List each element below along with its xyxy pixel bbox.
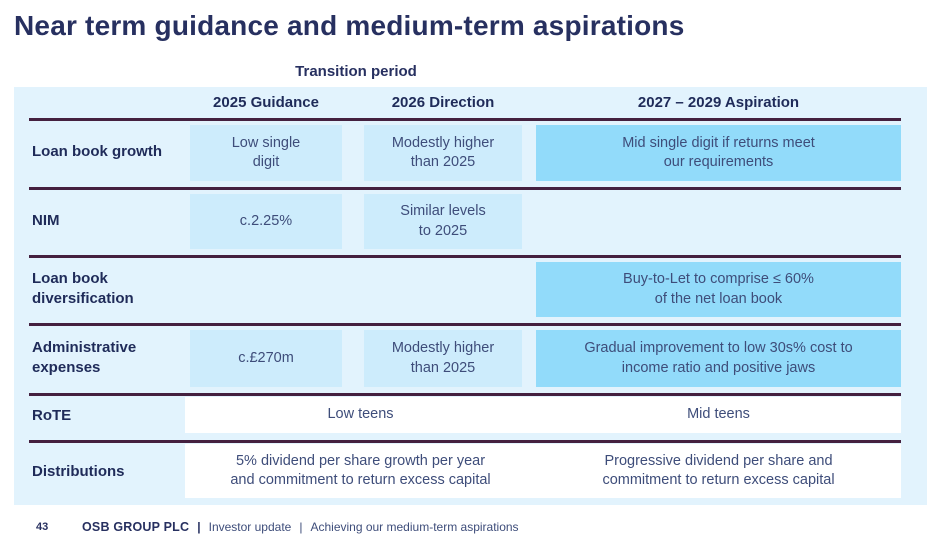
cell-administrative-expenses-2025: c.£270m [190, 330, 342, 387]
cell-distributions-aspiration: Progressive dividend per share and commi… [536, 444, 901, 498]
table-row-administrative-expenses: Administrative expenses c.£270m Modestly… [14, 323, 927, 393]
row-label-nim: NIM [32, 211, 60, 229]
cell-loan-book-growth-aspiration: Mid single digit if returns meet our req… [536, 125, 901, 181]
row-label-distributions: Distributions [32, 463, 125, 481]
row-divider [29, 187, 901, 190]
column-header-2026-direction: 2026 Direction [391, 94, 495, 111]
page-title: Near term guidance and medium-term aspir… [14, 10, 685, 41]
table-row-nim: NIM c.2.25% Similar levels to 2025 [14, 187, 927, 255]
row-divider [29, 118, 901, 121]
row-divider [29, 393, 901, 396]
cell-loan-book-growth-2026: Modestly higher than 2025 [364, 125, 522, 181]
footer-separator: | [299, 520, 303, 534]
cell-rote-transition: Low teens [185, 397, 536, 433]
cell-distributions-transition: 5% dividend per share growth per year an… [185, 444, 536, 498]
footer-section-label: Investor update [208, 520, 292, 534]
cell-loan-book-diversification-aspiration: Buy-to-Let to comprise ≤ 60% of the net … [536, 262, 901, 317]
table-row-distributions: Distributions 5% dividend per share grow… [14, 440, 927, 505]
cell-nim-2025: c.2.25% [190, 194, 342, 249]
cell-loan-book-growth-2025: Low single digit [190, 125, 342, 181]
cell-administrative-expenses-aspiration: Gradual improvement to low 30s% cost to … [536, 330, 901, 387]
footer-subtitle: Achieving our medium-term aspirations [310, 520, 519, 534]
row-divider [29, 255, 901, 258]
table-row-loan-book-growth: Loan book growth Low single digit Modest… [14, 118, 927, 187]
row-divider [29, 440, 901, 443]
row-label-administrative-expenses: Administrative expenses [32, 338, 137, 376]
row-label-loan-book-diversification: Loan book diversification [32, 269, 134, 307]
table-row-loan-book-diversification: Loan book diversification Buy-to-Let to … [14, 255, 927, 323]
column-header-2025-guidance: 2025 Guidance [213, 94, 319, 111]
page-number: 43 [36, 521, 49, 533]
row-label-loan-book-growth: Loan book growth [32, 143, 162, 161]
row-divider [29, 323, 901, 326]
column-header-2027-2029-aspiration: 2027 – 2029 Aspiration [637, 94, 800, 111]
table-header-row: 2025 Guidance 2026 Direction 2027 – 2029… [14, 87, 927, 118]
row-label-rote: RoTE [32, 407, 72, 425]
cell-nim-2026: Similar levels to 2025 [364, 194, 522, 249]
cell-administrative-expenses-2026: Modestly higher than 2025 [364, 330, 522, 387]
footer-separator: | [197, 520, 201, 534]
transition-period-label: Transition period [295, 63, 417, 80]
table-row-rote: RoTE Low teens Mid teens [14, 393, 927, 440]
cell-rote-aspiration: Mid teens [536, 397, 901, 433]
guidance-table: 2025 Guidance 2026 Direction 2027 – 2029… [14, 87, 927, 505]
footer-company-name: OSB GROUP PLC [82, 520, 190, 534]
footer-text: OSB GROUP PLC | Investor update | Achiev… [82, 520, 519, 534]
slide-footer: 43 OSB GROUP PLC | Investor update | Ach… [0, 518, 940, 539]
